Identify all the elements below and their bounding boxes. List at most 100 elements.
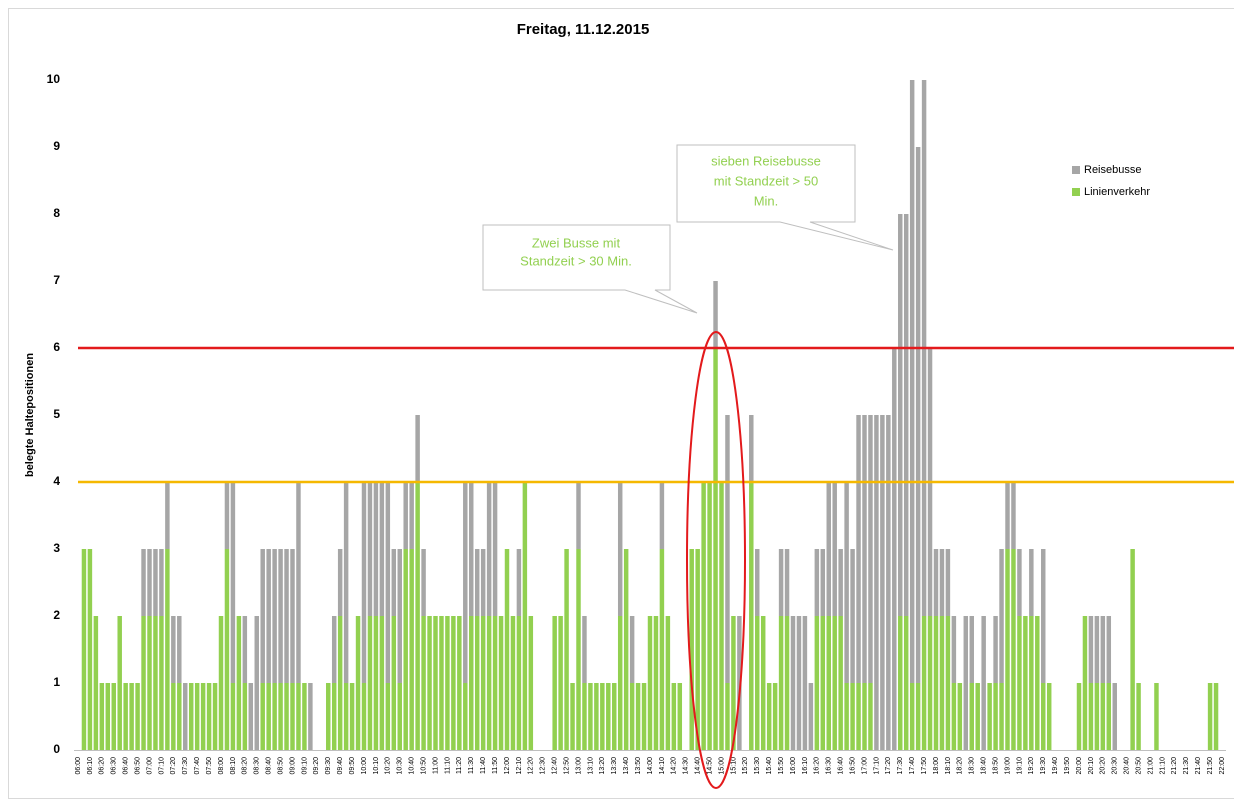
bar-segment — [111, 683, 116, 750]
bar-segment — [886, 415, 891, 750]
x-tick-label: 19:00 — [1004, 757, 1011, 775]
bar-segment — [909, 683, 915, 750]
x-tick-label: 16:30 — [826, 757, 833, 775]
x-tick-label: 10:30 — [397, 757, 404, 775]
x-tick-label: 10:00 — [361, 757, 368, 775]
bar-segment — [1088, 616, 1094, 683]
bar-segment — [945, 549, 951, 616]
y-tick-label: 2 — [53, 608, 60, 622]
x-tick-label: 18:50 — [992, 757, 999, 775]
legend-label: Linienverkehr — [1084, 186, 1150, 198]
bar-segment — [474, 616, 480, 750]
bar-segment — [278, 549, 283, 683]
x-tick-label: 17:10 — [873, 757, 880, 775]
x-tick-label: 21:00 — [1147, 757, 1154, 775]
annotation-text: Standzeit > 30 Min. — [520, 253, 632, 268]
x-tick-label: 09:20 — [313, 757, 320, 775]
bar-segment — [373, 616, 379, 750]
bar-segment — [808, 683, 814, 750]
bar-segment — [594, 683, 599, 750]
bar-segment — [159, 549, 164, 616]
x-tick-label: 08:50 — [277, 757, 284, 775]
annotation-text: mit Standzeit > 50 — [714, 173, 818, 188]
annotation-text: Zwei Busse mit — [532, 235, 621, 250]
chart-border — [8, 8, 1234, 799]
x-tick-label: 17:40 — [909, 757, 916, 775]
y-tick-label: 4 — [53, 474, 60, 488]
bar-segment — [939, 616, 945, 750]
x-tick-label: 14:00 — [647, 757, 654, 775]
bar-segment — [391, 549, 397, 616]
bar-segment — [230, 683, 236, 750]
y-tick-label: 0 — [53, 742, 60, 756]
bar-segment — [93, 616, 99, 750]
bar-segment — [397, 683, 402, 750]
bar-segment — [969, 683, 974, 750]
x-tick-label: 21:20 — [1171, 757, 1178, 775]
bar-segment — [1213, 683, 1219, 750]
bar-segment — [737, 616, 742, 750]
bar-segment — [1041, 549, 1046, 683]
bar-segment — [492, 616, 498, 750]
x-tick-label: 09:40 — [337, 757, 344, 775]
bar-segment — [248, 683, 254, 750]
x-tick-label: 06:30 — [111, 757, 118, 775]
bar-segment — [1011, 549, 1016, 750]
bar-segment — [1094, 683, 1100, 750]
bar-segment — [302, 683, 307, 750]
x-tick-label: 14:20 — [671, 757, 678, 775]
x-tick-label: 15:50 — [778, 757, 785, 775]
x-tick-label: 08:30 — [254, 757, 261, 775]
bar-segment — [385, 683, 391, 750]
bar-segment — [486, 482, 492, 616]
bar-segment — [1207, 683, 1213, 750]
bar-segment — [963, 616, 969, 750]
bar-segment — [457, 616, 462, 750]
bar-segment — [725, 415, 730, 683]
bar-segment — [582, 616, 587, 683]
bar-segment — [331, 683, 337, 750]
bar-segment — [659, 549, 665, 750]
bar-segment — [576, 482, 581, 549]
bar-segment — [778, 616, 784, 750]
bar-segment — [343, 683, 349, 750]
bar-segment — [999, 683, 1004, 750]
x-tick-label: 20:30 — [1112, 757, 1119, 775]
bar-segment — [814, 549, 820, 616]
bar-segment — [993, 616, 998, 683]
bar-segment — [1005, 482, 1010, 549]
x-tick-label: 12:20 — [528, 757, 535, 775]
x-tick-label: 21:10 — [1159, 757, 1166, 775]
bar-segment — [892, 348, 897, 750]
bar-segment — [266, 549, 271, 683]
bar-segment — [969, 616, 974, 683]
y-tick-label: 5 — [53, 407, 60, 421]
bar-segment — [915, 147, 921, 683]
bar-segment — [439, 616, 444, 750]
bar-segment — [558, 616, 563, 750]
x-tick-label: 10:10 — [373, 757, 380, 775]
bar-segment — [784, 616, 790, 750]
bar-segment — [99, 683, 105, 750]
bar-segment — [480, 616, 486, 750]
bar-segment — [838, 549, 843, 616]
x-tick-label: 19:20 — [1028, 757, 1035, 775]
bar-segment — [1094, 616, 1100, 683]
bar-segment — [862, 415, 867, 683]
bar-segment — [415, 415, 420, 482]
x-tick-label: 15:00 — [718, 757, 725, 775]
bar-segment — [617, 616, 623, 750]
bar-segment — [451, 616, 456, 750]
x-tick-label: 12:10 — [516, 757, 523, 775]
bar-segment — [677, 683, 683, 750]
x-tick-label: 12:00 — [504, 757, 511, 775]
bar-segment — [1017, 616, 1022, 750]
x-tick-label: 11:30 — [468, 757, 475, 774]
bar-segment — [850, 549, 855, 683]
bar-segment — [141, 616, 146, 750]
bar-segment — [177, 616, 182, 683]
bar-segment — [766, 683, 772, 750]
bar-segment — [784, 549, 790, 616]
bar-segment — [373, 482, 379, 616]
